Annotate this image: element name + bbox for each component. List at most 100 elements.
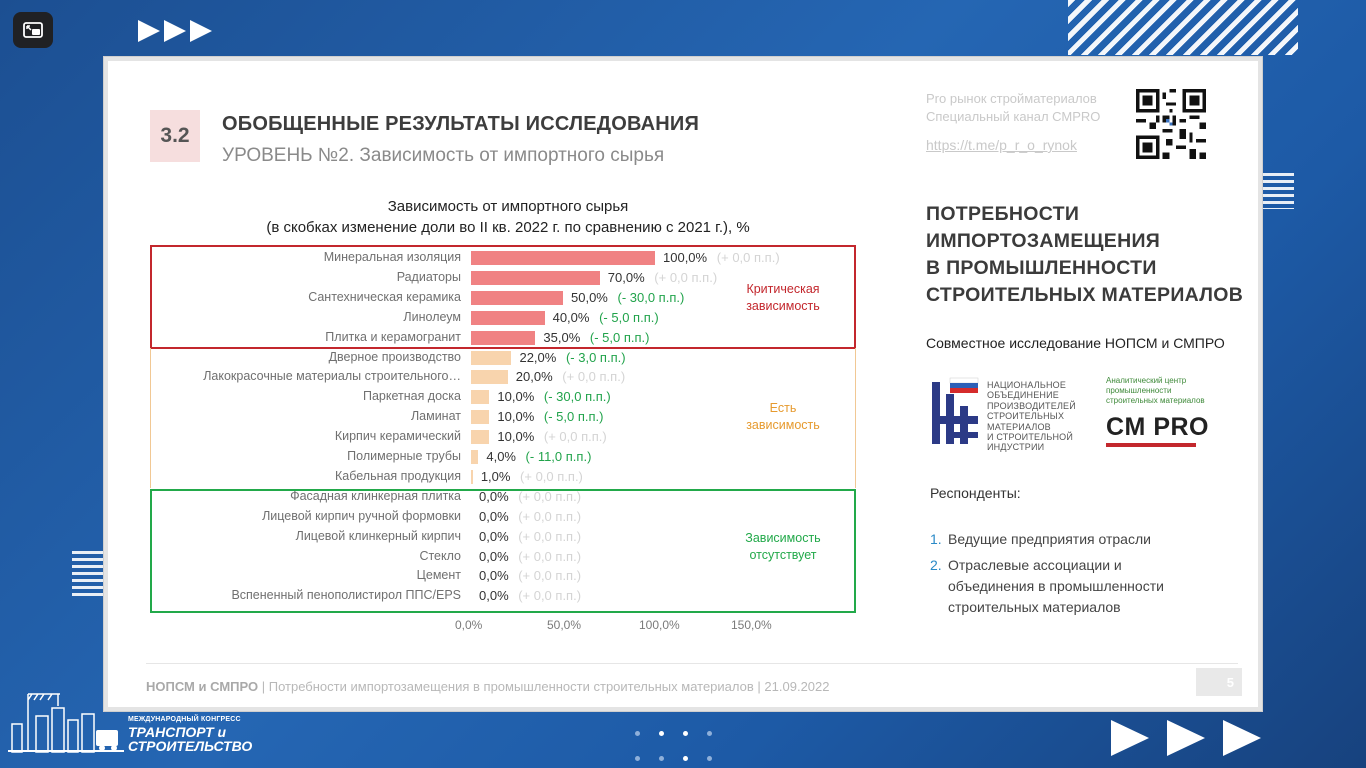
congress-name-line: ТРАНСПОРТ и bbox=[128, 724, 227, 740]
value-label: 10,0% bbox=[497, 429, 535, 445]
respondent-text: строительных материалов bbox=[948, 599, 1121, 615]
bar bbox=[471, 370, 508, 385]
value-label: 22,0% bbox=[519, 349, 557, 365]
category-label: Стекло bbox=[419, 548, 461, 563]
value-label: 20,0% bbox=[515, 369, 553, 385]
respondent-item-2: 2. Отраслевые ассоциации и объединения в … bbox=[930, 555, 1164, 618]
value-label: 0,0% bbox=[479, 528, 509, 544]
decor-lines-left bbox=[72, 551, 104, 597]
chart-subtitle: (в скобках изменение доли во II кв. 2022… bbox=[266, 219, 750, 236]
value-label: 0,0% bbox=[479, 488, 509, 504]
cmpro-caption-line: строительных материалов bbox=[1106, 396, 1205, 405]
category-label: Лицевой кирпич ручной формовки bbox=[262, 508, 461, 523]
page-number: 5 bbox=[1196, 668, 1242, 696]
section-number: 3.2 bbox=[150, 110, 200, 162]
nopsm-name: НАЦИОНАЛЬНОЕ ОБЪЕДИНЕНИЕ ПРОИЗВОДИТЕЛЕЙ … bbox=[987, 380, 1076, 453]
channel-link[interactable]: https://t.me/p_r_o_rynok bbox=[926, 137, 1077, 153]
value-label: 50,0% bbox=[571, 289, 608, 305]
change-label: (+ 0,0 п.п.) bbox=[543, 429, 607, 445]
congress-logo-icon bbox=[8, 693, 124, 753]
qr-code-icon bbox=[1136, 89, 1206, 159]
change-label: (+ 0,0 п.п.) bbox=[518, 588, 582, 604]
value-label: 70,0% bbox=[607, 269, 645, 285]
group-label-line: отсутствует bbox=[749, 547, 817, 562]
right-title-line: ПОТРЕБНОСТИ bbox=[926, 203, 1080, 225]
category-label: Цемент bbox=[416, 568, 461, 583]
group-label-line: Есть bbox=[769, 401, 797, 416]
nopsm-name-line: ОБЪЕДИНЕНИЕ bbox=[987, 390, 1059, 401]
joint-study-text: Совместное исследование НОПСМ и СМПРО bbox=[926, 335, 1225, 351]
value-label: 0,0% bbox=[479, 548, 509, 564]
chart-title: Зависимость от импортного сырья bbox=[387, 198, 629, 215]
group-frame-none bbox=[150, 489, 856, 613]
category-label: Минеральная изоляция bbox=[323, 250, 461, 264]
value-label: 0,0% bbox=[479, 568, 509, 584]
respondent-text: объединения в промышленности bbox=[948, 578, 1164, 594]
value-label: 0,0% bbox=[479, 588, 509, 604]
value-label: 4,0% bbox=[486, 449, 516, 464]
group-label-line: зависимость bbox=[746, 298, 820, 313]
change-label: (+ 0,0 п.п.) bbox=[518, 508, 582, 524]
axis-tick-label: 150,0% bbox=[731, 618, 772, 632]
category-label: Ламинат bbox=[410, 409, 461, 424]
congress-name-line: СТРОИТЕЛЬСТВО bbox=[128, 738, 253, 754]
right-title-line: В ПРОМЫШЛЕННОСТИ bbox=[926, 257, 1157, 279]
picture-in-picture-icon bbox=[23, 22, 43, 38]
group-frame-moderate bbox=[150, 348, 856, 488]
category-label: Плитка и керамогранит bbox=[325, 329, 461, 344]
footer-org: НОПСМ и СМПРО bbox=[146, 679, 259, 694]
right-title: ПОТРЕБНОСТИ ИМПОРТОЗАМЕЩЕНИЯ В ПРОМЫШЛЕН… bbox=[926, 201, 1243, 309]
axis-tick-label: 100,0% bbox=[639, 618, 680, 632]
value-label: 0,0% bbox=[479, 508, 509, 524]
group-label-line: зависимость bbox=[746, 418, 820, 433]
category-label: Кирпич керамический bbox=[334, 429, 461, 444]
decor-stripes-top bbox=[1068, 0, 1298, 55]
nopsm-name-line: НАЦИОНАЛЬНОЕ bbox=[987, 380, 1067, 390]
group-label-line: Критическая bbox=[746, 281, 820, 296]
cmpro-logo-underline bbox=[1106, 443, 1196, 447]
decor-arrows-top bbox=[138, 20, 212, 42]
category-label: Лакокрасочные материалы строительного… bbox=[203, 369, 461, 384]
bar bbox=[471, 350, 512, 365]
arrow-right-icon bbox=[164, 20, 186, 42]
category-label: Сантехническая керамика bbox=[308, 289, 461, 304]
bar bbox=[471, 469, 473, 484]
right-title-line: ИМПОРТОЗАМЕЩЕНИЯ bbox=[926, 230, 1161, 252]
group-frame-critical bbox=[150, 245, 856, 349]
slide-title: ОБОБЩЕННЫЕ РЕЗУЛЬТАТЫ ИССЛЕДОВАНИЯ bbox=[222, 113, 700, 135]
change-label: (- 5,0 п.п.) bbox=[599, 309, 659, 325]
change-label: (+ 0,0 п.п.) bbox=[518, 488, 582, 504]
category-label: Фасадная клинкерная плитка bbox=[290, 488, 461, 503]
bar bbox=[471, 390, 490, 405]
footer-divider bbox=[146, 663, 1238, 664]
cmpro-caption-line: промышленности bbox=[1106, 386, 1172, 395]
nopsm-name-line: МАТЕРИАЛОВ bbox=[987, 421, 1051, 432]
nopsm-name-line: ПРОИЗВОДИТЕЛЕЙ bbox=[987, 400, 1076, 411]
value-label: 40,0% bbox=[552, 309, 590, 325]
slide-subtitle: УРОВЕНЬ №2. Зависимость от импортного сы… bbox=[222, 145, 665, 166]
group-label-line: Зависимость bbox=[745, 530, 821, 545]
picture-in-picture-button[interactable] bbox=[13, 12, 53, 48]
change-label: (- 5,0 п.п.) bbox=[543, 409, 604, 425]
value-label: 10,0% bbox=[497, 409, 535, 425]
nopsm-name-line: СТРОИТЕЛЬНЫХ bbox=[987, 411, 1065, 422]
change-label: (- 30,0 п.п.) bbox=[617, 289, 685, 305]
group-label: Зависимость отсутствует bbox=[718, 530, 848, 564]
footer: НОПСМ и СМПРО | Потребности импортозамещ… bbox=[146, 679, 830, 694]
category-label: Лицевой клинкерный кирпич bbox=[295, 528, 461, 543]
bar bbox=[471, 310, 545, 325]
category-label: Дверное производство bbox=[328, 349, 461, 364]
respondent-number: 1. bbox=[930, 531, 942, 547]
arrow-right-icon bbox=[1167, 720, 1205, 756]
bar bbox=[471, 450, 479, 464]
change-label: (- 3,0 п.п.) bbox=[565, 349, 626, 365]
nopsm-logo-icon bbox=[932, 377, 979, 444]
right-title-line: СТРОИТЕЛЬНЫХ МАТЕРИАЛОВ bbox=[926, 284, 1244, 306]
nopsm-name-line: И СТРОИТЕЛЬНОЙ bbox=[987, 432, 1074, 443]
category-label: Радиаторы bbox=[396, 269, 461, 284]
change-label: (+ 0,0 п.п.) bbox=[520, 468, 583, 484]
bar bbox=[471, 270, 600, 285]
value-label: 10,0% bbox=[497, 389, 535, 405]
footer-separator: | bbox=[757, 679, 761, 694]
group-label: Есть зависимость bbox=[718, 400, 848, 434]
